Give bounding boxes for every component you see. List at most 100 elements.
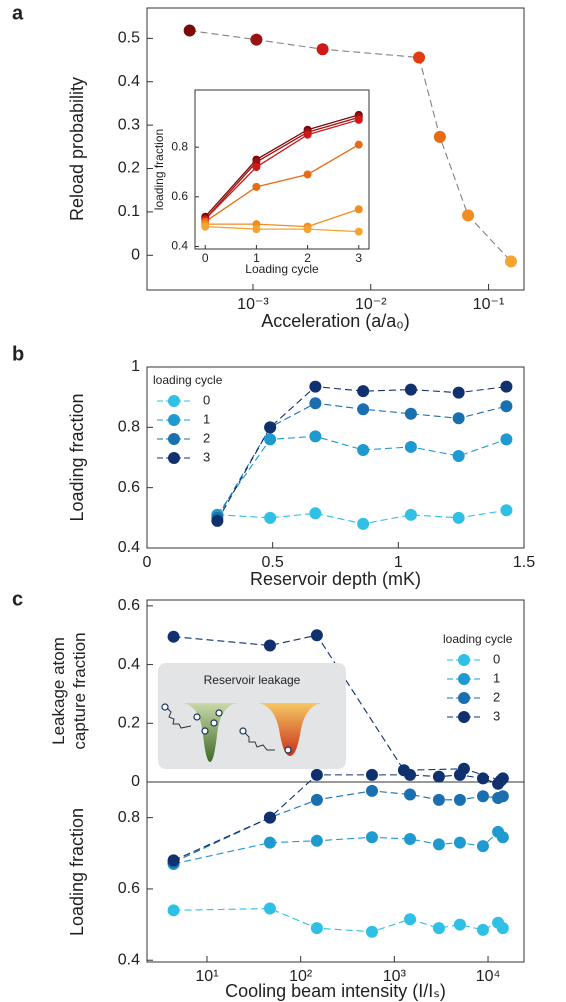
data-point	[309, 430, 322, 443]
data-point	[404, 440, 417, 453]
data-point	[252, 225, 261, 234]
legend-marker	[458, 654, 470, 666]
data-point	[201, 222, 210, 231]
x-tick-label: 10⁻¹	[473, 296, 505, 313]
data-point	[496, 772, 509, 785]
data-point	[453, 793, 466, 806]
data-point	[303, 225, 312, 234]
legend-label: 3	[493, 708, 500, 723]
data-point	[357, 443, 370, 456]
data-point	[167, 630, 180, 643]
x-tick-label: 2	[304, 251, 311, 265]
x-axis-label: Cooling beam intensity (I/Iₛ)	[225, 981, 446, 1001]
x-tick-label: 1	[253, 251, 260, 265]
y-axis-label: Loading fraction	[67, 808, 87, 936]
y-tick-label: 0.6	[118, 597, 140, 614]
data-point	[500, 433, 513, 446]
data-point	[167, 854, 180, 867]
series-line	[204, 116, 359, 220]
series-line	[204, 114, 359, 218]
x-tick-label: 3	[355, 251, 362, 265]
y-tick-label: 0.4	[118, 951, 140, 968]
series-line	[204, 144, 360, 223]
data-point	[303, 130, 312, 139]
series-line	[205, 208, 359, 228]
legend-label: 2	[493, 689, 500, 704]
data-point	[309, 397, 322, 410]
legend-marker	[458, 711, 470, 723]
x-tick-label: 0	[143, 554, 152, 571]
orange-trap	[258, 703, 322, 756]
x-axis-label: Acceleration (a/a₀)	[261, 311, 410, 331]
y-tick-label: 0.8	[118, 809, 140, 826]
data-point	[264, 421, 277, 434]
y-tick-label: 0.6	[118, 880, 140, 897]
atom	[201, 727, 209, 735]
x-tick-label: 10⁻²	[355, 296, 387, 313]
data-point	[404, 383, 417, 396]
legend-marker	[168, 433, 180, 445]
data-point	[252, 163, 261, 172]
x-tick-label: 10⁴	[476, 968, 501, 985]
data-point	[432, 793, 445, 806]
axes-box	[194, 89, 370, 250]
legend-marker	[168, 452, 180, 464]
data-point	[476, 790, 489, 803]
data-point	[496, 790, 509, 803]
legend-title: loading cycle	[443, 632, 513, 646]
data-point	[310, 768, 323, 781]
legend-marker	[168, 395, 180, 407]
x-tick-label: 1.5	[513, 554, 535, 571]
data-point	[496, 831, 509, 844]
x-tick-label: 0.5	[262, 554, 284, 571]
leakage-illustration	[158, 663, 346, 769]
y-axis-label: capture fraction	[70, 632, 89, 749]
data-point	[365, 768, 378, 781]
legend-marker	[458, 692, 470, 704]
y-tick-label: 0.2	[118, 715, 140, 732]
atom	[210, 719, 218, 727]
data-point	[500, 400, 513, 413]
data-point	[404, 508, 417, 521]
data-point	[354, 205, 363, 214]
data-point	[263, 836, 276, 849]
y-tick-label: 0	[131, 247, 140, 264]
x-tick-label: 10⁻³	[237, 296, 269, 313]
y-tick-label: 0.4	[118, 656, 140, 673]
data-point	[354, 115, 363, 124]
y-tick-label: 0.4	[171, 239, 188, 253]
data-point	[309, 380, 322, 393]
data-point	[365, 831, 378, 844]
legend-label: 1	[203, 411, 210, 426]
y-tick-label: 0.3	[118, 116, 140, 133]
data-point	[250, 33, 263, 46]
annotation: Reservoir leakage	[204, 673, 301, 687]
data-point	[263, 902, 276, 915]
series-line	[173, 790, 504, 863]
panel-label: c	[12, 588, 23, 610]
legend-label: 3	[203, 449, 210, 464]
data-point	[365, 784, 378, 797]
data-point	[263, 639, 276, 652]
legend-title: loading cycle	[153, 373, 223, 387]
data-point	[310, 793, 323, 806]
data-point	[404, 788, 417, 801]
data-point	[404, 768, 417, 781]
data-point	[316, 43, 329, 56]
legend-marker	[168, 414, 180, 426]
y-tick-label: 0.4	[118, 539, 140, 556]
data-point	[264, 511, 277, 524]
data-point	[452, 511, 465, 524]
data-point	[211, 514, 224, 527]
data-point	[413, 51, 426, 64]
atom	[215, 709, 223, 717]
data-point	[404, 407, 417, 420]
legend-label: 0	[203, 392, 210, 407]
legend-label: 1	[493, 670, 500, 685]
atom	[239, 727, 247, 735]
y-tick-label: 0.1	[118, 203, 140, 220]
inset-background	[195, 90, 369, 249]
data-point	[500, 504, 513, 517]
